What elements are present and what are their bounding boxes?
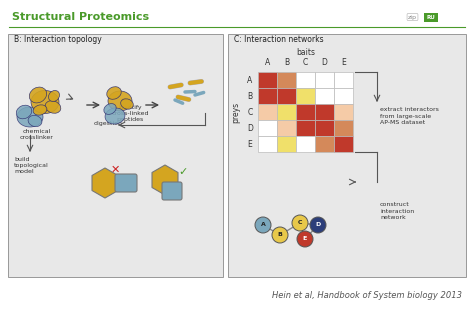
Bar	[315, 120, 334, 136]
Text: build
topological
model: build topological model	[14, 157, 49, 175]
Bar	[315, 88, 334, 104]
Circle shape	[292, 215, 308, 231]
Text: C: C	[298, 220, 302, 225]
Bar	[296, 120, 315, 136]
Bar	[334, 104, 353, 120]
Polygon shape	[152, 165, 178, 195]
Text: C: Interaction networks: C: Interaction networks	[234, 35, 324, 44]
Text: C: C	[303, 58, 308, 67]
Text: E: E	[247, 139, 252, 148]
FancyBboxPatch shape	[162, 182, 182, 200]
Text: B: Interaction topology: B: Interaction topology	[14, 35, 102, 44]
Text: ✕: ✕	[110, 165, 120, 175]
Circle shape	[255, 217, 271, 233]
Text: construct
interaction
network: construct interaction network	[380, 202, 414, 220]
Bar	[258, 104, 277, 120]
Text: A: A	[247, 75, 253, 84]
Bar	[277, 104, 296, 120]
Polygon shape	[92, 168, 118, 198]
Ellipse shape	[33, 105, 47, 115]
Ellipse shape	[104, 104, 116, 115]
Bar	[258, 72, 277, 88]
Bar	[334, 136, 353, 152]
FancyBboxPatch shape	[8, 34, 223, 277]
Ellipse shape	[17, 107, 43, 127]
Text: zip: zip	[408, 14, 417, 19]
Ellipse shape	[107, 87, 121, 99]
Bar	[315, 104, 334, 120]
Text: B: B	[247, 91, 253, 100]
Text: ✓: ✓	[178, 167, 188, 177]
Circle shape	[310, 217, 326, 233]
Ellipse shape	[45, 101, 61, 113]
Text: E: E	[341, 58, 346, 67]
Bar	[334, 120, 353, 136]
Circle shape	[272, 227, 288, 243]
Bar	[277, 120, 296, 136]
Bar	[296, 136, 315, 152]
Text: D: D	[247, 124, 253, 133]
Text: B: B	[284, 58, 289, 67]
Text: baits: baits	[296, 48, 315, 57]
Text: A: A	[265, 58, 270, 67]
Text: D: D	[321, 58, 328, 67]
Ellipse shape	[31, 90, 59, 114]
Ellipse shape	[108, 91, 132, 111]
Bar	[315, 136, 334, 152]
Bar	[258, 136, 277, 152]
Bar	[296, 72, 315, 88]
Ellipse shape	[121, 99, 133, 109]
Circle shape	[297, 231, 313, 247]
FancyBboxPatch shape	[228, 34, 466, 277]
Text: E: E	[303, 237, 307, 242]
Ellipse shape	[28, 115, 42, 127]
Text: identify
cross-linked
peptides: identify cross-linked peptides	[111, 105, 149, 122]
Text: C: C	[247, 108, 253, 117]
Ellipse shape	[29, 87, 46, 103]
Text: preys: preys	[231, 102, 240, 123]
Bar	[296, 104, 315, 120]
Bar	[334, 88, 353, 104]
Bar	[277, 136, 296, 152]
Text: A: A	[261, 222, 265, 227]
Text: B: B	[278, 232, 283, 238]
Text: extract interactors
from large-scale
AP-MS dataset: extract interactors from large-scale AP-…	[380, 107, 439, 125]
Text: digestion: digestion	[93, 121, 122, 126]
FancyBboxPatch shape	[115, 174, 137, 192]
Ellipse shape	[48, 90, 60, 102]
Bar	[277, 88, 296, 104]
Ellipse shape	[105, 108, 125, 124]
Bar	[315, 72, 334, 88]
Bar	[296, 88, 315, 104]
Ellipse shape	[16, 105, 32, 119]
Text: RU: RU	[427, 15, 436, 20]
Text: Hein et al, Handbook of System biology 2013: Hein et al, Handbook of System biology 2…	[272, 290, 462, 299]
Text: D: D	[315, 222, 320, 227]
Bar	[258, 88, 277, 104]
FancyBboxPatch shape	[424, 13, 438, 22]
Bar	[258, 120, 277, 136]
Text: chemical
crosslinker: chemical crosslinker	[20, 129, 54, 140]
Text: Structural Proteomics: Structural Proteomics	[12, 12, 149, 22]
Bar	[277, 72, 296, 88]
Bar	[334, 72, 353, 88]
